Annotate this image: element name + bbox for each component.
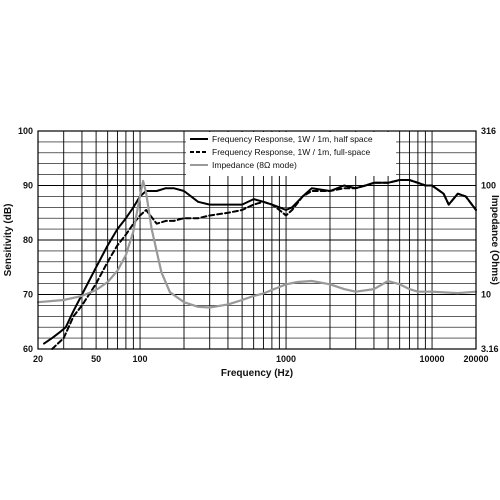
x-tick-label: 50 <box>91 354 101 364</box>
x-tick-label: 1000 <box>276 354 296 364</box>
x-tick-label: 20000 <box>463 354 488 364</box>
y-tick-label: 80 <box>23 235 33 245</box>
x-tick-label: 20 <box>33 354 43 364</box>
y-tick-label: 70 <box>23 290 33 300</box>
series-full-space <box>51 179 477 350</box>
plot-frame <box>37 130 477 350</box>
series-impedance <box>36 179 478 309</box>
y-tick-label: 100 <box>18 126 33 136</box>
x-tick-label: 100 <box>133 354 148 364</box>
y-tick-label: 60 <box>23 344 33 354</box>
tick-labels: 20 50 100 1000 10000 20000 60 70 80 90 100 3.16 10 10… <box>18 126 499 364</box>
legend: Frequency Response, 1W / 1m, half space … <box>186 132 396 176</box>
y2-axis-title: Impedance (Ohms) <box>489 195 500 285</box>
y-axis-title: Sensitivity (dB) <box>3 204 14 277</box>
y2-tick-label: 100 <box>481 180 496 190</box>
legend-label-half-space: Frequency Response, 1W / 1m, half space <box>212 134 373 144</box>
legend-background <box>186 132 396 176</box>
legend-label-full-space: Frequency Response, 1W / 1m, full-space <box>212 147 371 157</box>
y-tick-label: 90 <box>23 181 33 191</box>
y2-tick-label: 3.16 <box>481 344 499 354</box>
x-tick-label: 10000 <box>420 354 445 364</box>
y2-tick-label: 316 <box>481 126 496 136</box>
legend-label-impedance: Impedance (8Ω mode) <box>212 160 297 170</box>
series-layer <box>36 179 478 350</box>
x-axis-title: Frequency (Hz) <box>221 368 293 379</box>
y2-tick-label: 10 <box>481 289 491 299</box>
